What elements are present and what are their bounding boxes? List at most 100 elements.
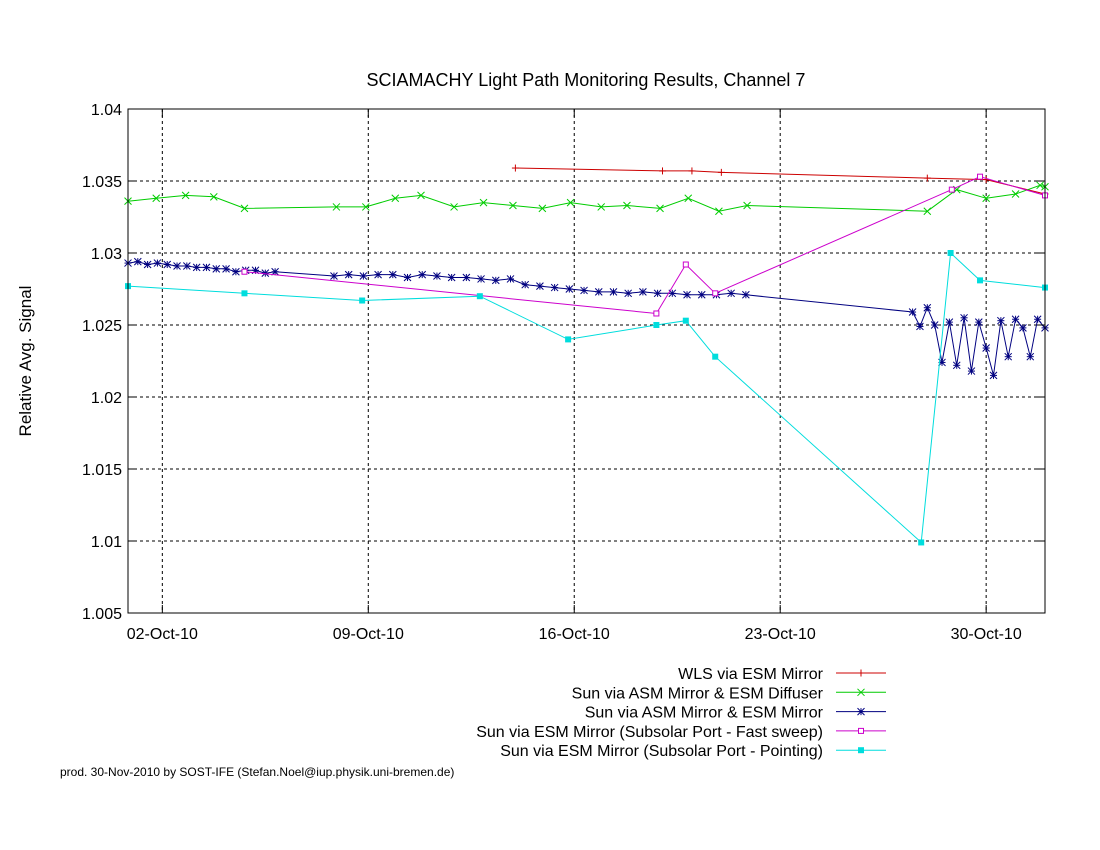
data-point [945, 318, 954, 326]
data-point [182, 262, 191, 270]
legend-label: Sun via ESM Mirror (Subsolar Port - Poin… [500, 743, 823, 760]
chart-title: SCIAMACHY Light Path Monitoring Results,… [367, 70, 806, 90]
data-point [153, 259, 162, 267]
data-point [1033, 315, 1042, 324]
data-point [653, 322, 660, 328]
data-point [712, 353, 719, 360]
data-point [742, 290, 750, 299]
data-point [261, 269, 270, 278]
data-point [918, 539, 925, 546]
y-tick-label: 1.02 [91, 390, 122, 407]
series-layer [124, 164, 1049, 546]
data-point [997, 316, 1005, 325]
data-point [715, 207, 723, 216]
data-point [418, 270, 427, 279]
data-point [143, 260, 152, 269]
data-point [960, 313, 968, 322]
data-point [982, 344, 991, 352]
data-point [974, 318, 983, 326]
data-point [202, 263, 211, 272]
data-point [1026, 352, 1035, 361]
series-sun-via-asm-mirror-esm-diffuser [124, 181, 1049, 216]
y-tick-label: 1.025 [82, 318, 122, 335]
footer-credit: prod. 30-Nov-2010 by SOST-IFE (Stefan.No… [60, 765, 454, 779]
data-point [967, 367, 976, 375]
data-point [209, 192, 218, 201]
legend-label: Sun via ASM Mirror & ESM Mirror [585, 705, 824, 722]
series-line [127, 261, 1046, 376]
legend-marker [858, 727, 864, 734]
x-tick-label: 23-Oct-10 [745, 626, 816, 643]
data-point [923, 174, 931, 182]
series-sun-via-esm-mirror-subsolar-port-fast-sweep [241, 173, 1048, 317]
y-axis-label: Relative Avg. Signal [16, 286, 35, 437]
data-point [565, 285, 574, 293]
data-point [417, 191, 425, 200]
data-point [580, 286, 588, 295]
data-point [727, 289, 736, 298]
data-point [536, 282, 544, 290]
data-point [433, 272, 441, 280]
legend-marker [858, 747, 864, 754]
data-point [952, 361, 961, 370]
y-tick-label: 1.005 [82, 606, 122, 623]
data-point [717, 168, 725, 176]
data-point [688, 167, 696, 175]
data-point [163, 260, 172, 269]
data-point [948, 186, 955, 193]
data-point [683, 290, 691, 299]
data-point [923, 207, 932, 216]
data-point [565, 336, 572, 343]
data-point [594, 288, 603, 296]
data-point [344, 270, 353, 279]
data-point [930, 321, 939, 329]
plot-frame [127, 108, 1046, 614]
legend-label: Sun via ASM Mirror & ESM Diffuser [572, 685, 824, 702]
y-tick-label: 1.01 [91, 534, 122, 551]
data-point [477, 275, 485, 283]
data-point [181, 191, 190, 200]
x-tick-label: 16-Oct-10 [539, 626, 610, 643]
data-point [361, 203, 370, 211]
data-point [192, 263, 201, 272]
data-point [947, 250, 954, 256]
data-point [977, 277, 984, 284]
data-point [1011, 315, 1020, 324]
data-point [682, 317, 689, 324]
data-point [359, 297, 366, 304]
data-point [1019, 324, 1027, 332]
data-point [1011, 190, 1020, 198]
series-line [127, 184, 1046, 212]
x-tick-label: 02-Oct-10 [127, 626, 198, 643]
legend-label: Sun via ESM Mirror (Subsolar Port - Fast… [476, 724, 823, 741]
data-point [659, 167, 667, 175]
data-point [977, 173, 984, 180]
data-point [624, 289, 633, 298]
data-point [908, 308, 917, 316]
data-point [653, 289, 662, 298]
data-point [743, 201, 751, 210]
data-point [476, 293, 483, 300]
x-tick-label: 30-Oct-10 [951, 626, 1022, 643]
data-point [639, 288, 647, 296]
data-point [1004, 352, 1013, 361]
data-point [609, 288, 618, 296]
data-point [332, 203, 341, 211]
data-point [989, 371, 998, 380]
y-tick-label: 1.03 [91, 246, 122, 263]
data-point [133, 257, 142, 266]
data-point [509, 201, 517, 210]
legend: WLS via ESM Mirror Sun via ASM Mirror & E… [476, 666, 886, 760]
data-point [232, 267, 240, 276]
data-point [684, 194, 693, 203]
data-point [479, 198, 488, 207]
axes: 1.005 1.01 1.015 1.02 1.025 1.03 1.035 1.04 02-O… [82, 102, 1045, 643]
data-point [241, 290, 248, 297]
data-point [506, 275, 515, 283]
series-line [127, 251, 1046, 544]
data-point [566, 198, 575, 207]
data-point [388, 270, 397, 279]
data-point [173, 262, 181, 270]
